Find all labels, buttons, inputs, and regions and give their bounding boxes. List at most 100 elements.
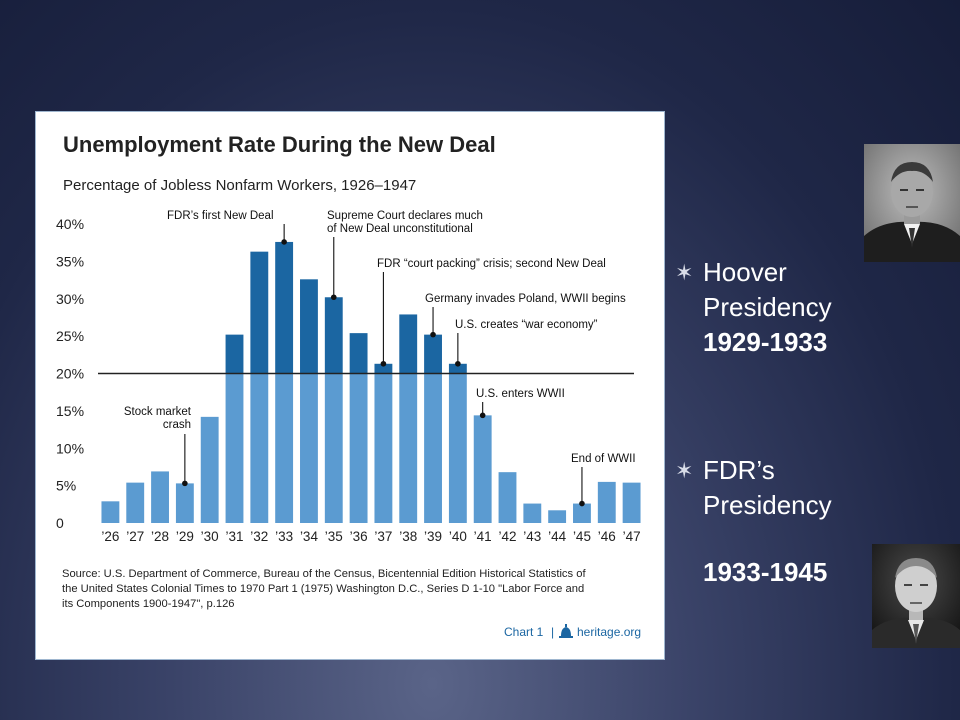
bar [473,415,492,523]
x-tick-label: ’41 [474,529,492,544]
y-tick-label: 0 [56,515,64,531]
annotation-text: crash [163,419,191,431]
bar-base [349,373,368,523]
heritage-link[interactable]: heritage.org [577,625,641,639]
fdr-portrait [872,544,960,648]
bullet-fdr-line2: Presidency [703,490,832,520]
bar-base [225,373,244,523]
bar-base [424,373,442,523]
x-tick-label: ’40 [449,529,467,544]
bar [448,363,467,374]
x-tick-label: ’26 [101,529,119,544]
bullet-fdr-years: 1933-1945 [703,557,828,587]
bar [200,416,219,523]
annotation-text: FDR’s first New Deal [167,210,274,222]
bar-base [374,373,393,523]
x-tick-label: ’37 [374,529,392,544]
annotation-text: FDR “court packing” crisis; second New D… [377,258,606,270]
bar [349,333,368,374]
bar [374,363,393,374]
x-tick-label: ’30 [201,529,219,544]
x-tick-label: ’39 [424,529,442,544]
bar [250,251,269,374]
bar [324,297,343,374]
annotation-dot [330,294,337,301]
x-tick-label: ’44 [548,529,567,544]
bar-base [275,373,294,523]
annotation: Germany invades Poland, WWII begins [425,293,626,338]
annotation-text: U.S. creates “war economy” [455,319,598,331]
annotation: End of WWII [571,453,636,507]
x-tick-label: ’38 [399,529,417,544]
y-tick-label: 40% [56,216,84,232]
chart-number-label: Chart 1 [504,625,544,639]
bar [275,241,294,374]
annotation-dot [579,500,585,507]
x-tick-label: ’36 [350,529,368,544]
bar [573,503,591,523]
bar-base [399,373,418,523]
source-note: Source: U.S. Department of Commerce, Bur… [62,568,586,580]
bar [175,483,194,523]
annotation-text: U.S. enters WWII [476,388,565,400]
x-tick-label: ’45 [573,529,591,544]
x-tick-label: ’43 [523,529,541,544]
source-note: the United States Colonial Times to 1970… [62,583,584,595]
y-tick-label: 35% [56,253,84,269]
annotation: FDR’s first New Deal [167,210,287,245]
bullet-hoover-line2: Presidency [703,292,832,322]
annotation: FDR “court packing” crisis; second New D… [377,258,606,367]
bullet-fdr-line1: FDR’s [703,455,775,485]
star-bullet-icon: ✶ [675,260,694,285]
chart-subtitle: Percentage of Jobless Nonfarm Workers, 1… [63,177,416,194]
y-tick-label: 25% [56,328,84,344]
bar-base [324,373,343,523]
bullet-hoover: ✶ Hoover Presidency 1929-1933 [675,255,832,360]
x-tick-label: ’35 [325,529,343,544]
x-tick-label: ’33 [275,529,293,544]
bullet-fdr: ✶ FDR’s Presidency 1933-1945 [675,453,832,590]
bar [101,501,120,523]
bar [399,314,418,374]
annotation: U.S. creates “war economy” [455,319,598,367]
x-tick-label: ’32 [250,529,268,544]
unemployment-chart: Unemployment Rate During the New Deal Pe… [56,132,641,639]
bullet-hoover-line1: Hoover [703,257,787,287]
x-tick-label: ’34 [300,529,319,544]
annotation-dot [380,360,387,367]
y-tick-label: 10% [56,440,84,456]
bar-base [300,373,318,523]
x-tick-label: ’31 [225,529,243,544]
bar [225,334,244,374]
y-tick-label: 20% [56,366,84,382]
annotation-text: Stock market [124,406,192,418]
x-tick-label: ’47 [623,529,641,544]
annotation-dot [430,331,436,338]
annotation-dot [479,412,486,419]
chart-footer: Chart 1 | heritage.org [504,624,641,639]
annotation-text: End of WWII [571,453,636,465]
bar [622,482,641,523]
x-tick-label: ’27 [126,529,144,544]
y-tick-label: 5% [56,478,76,494]
annotation-text: Supreme Court declares much [327,210,483,222]
x-tick-label: ’46 [598,529,616,544]
bullet-hoover-years: 1929-1933 [703,327,828,357]
star-bullet-icon: ✶ [675,458,694,483]
bar [300,279,318,374]
source-note: its Components 1900-1947", p.126 [62,598,235,610]
bar [498,472,517,523]
svg-text:|: | [551,625,554,639]
annotation-dot [281,239,287,245]
annotation: U.S. enters WWII [476,388,565,419]
chart-title: Unemployment Rate During the New Deal [63,132,496,157]
annotation-text: Germany invades Poland, WWII begins [425,293,626,305]
bar-base [448,373,467,523]
x-tick-label: ’28 [151,529,169,544]
bar-base [250,373,269,523]
y-tick-label: 15% [56,403,84,419]
bar [597,481,616,523]
bar [424,334,442,374]
